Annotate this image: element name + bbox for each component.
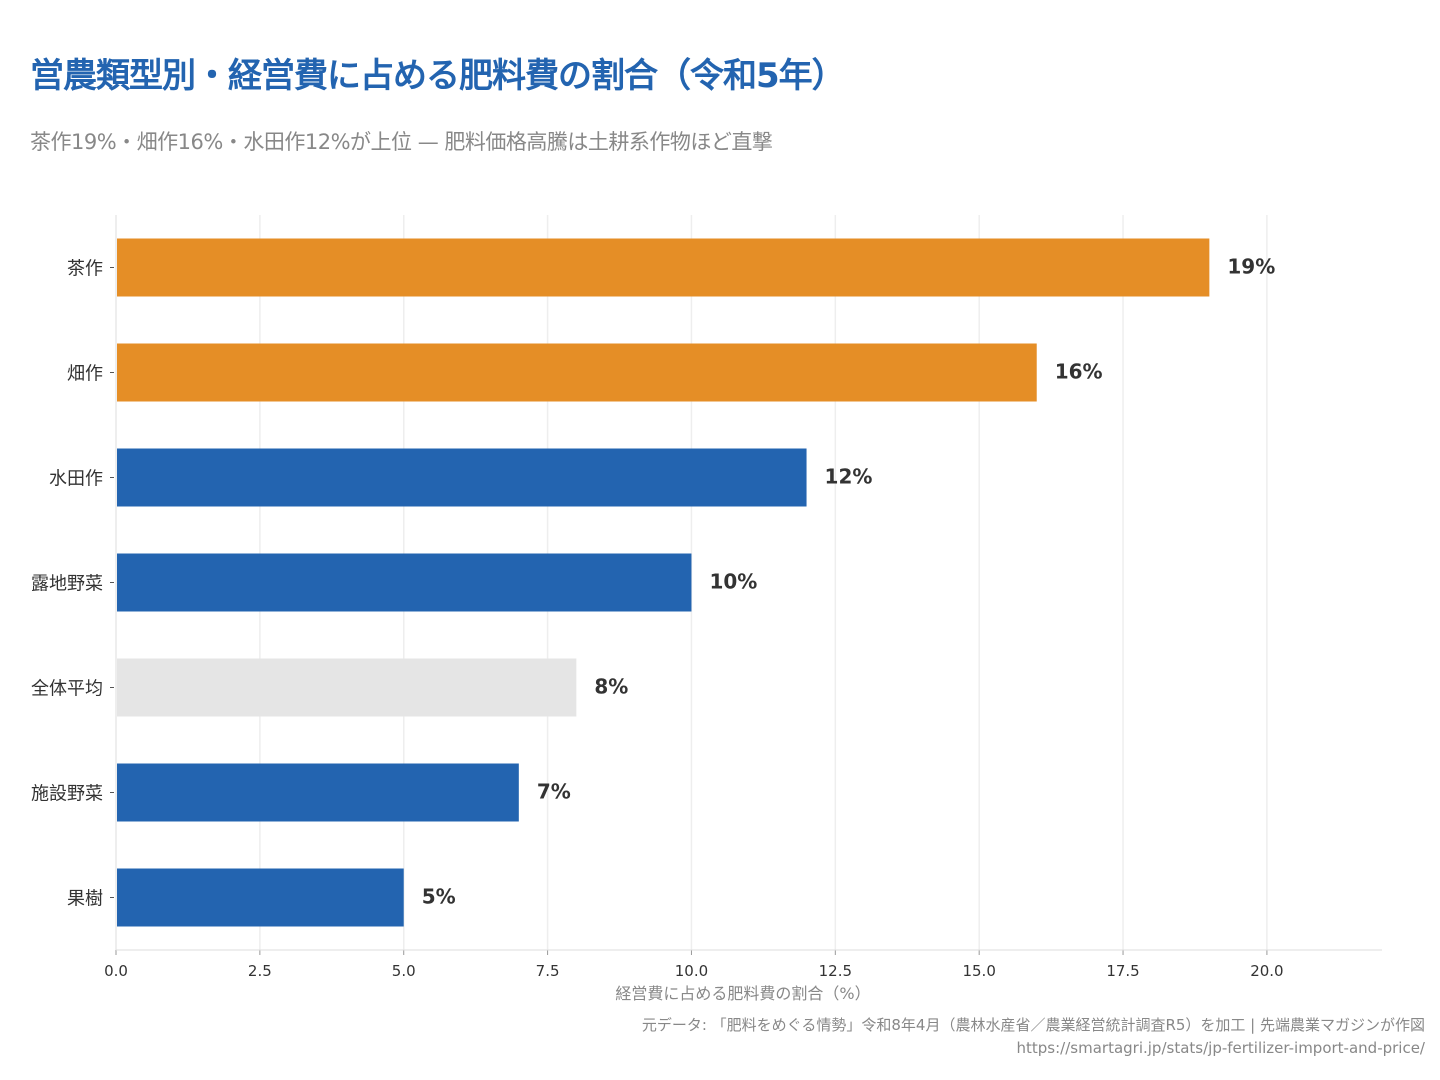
data-label: 16% bbox=[1055, 360, 1103, 384]
y-tick-label: 畑作 bbox=[67, 364, 103, 385]
x-tick-label: 15.0 bbox=[962, 962, 995, 980]
x-tick-label: 0.0 bbox=[104, 962, 128, 980]
data-label: 5% bbox=[422, 885, 456, 909]
x-axis-label: 経営費に占める肥料費の割合（%） bbox=[615, 984, 870, 1003]
data-label: 19% bbox=[1227, 255, 1275, 279]
bar bbox=[117, 448, 807, 507]
y-tick-label: 水田作 bbox=[49, 469, 103, 490]
x-tick-label: 20.0 bbox=[1250, 962, 1283, 980]
y-tick-label: 全体平均 bbox=[31, 679, 103, 700]
y-tick-label: 茶作 bbox=[67, 259, 103, 280]
chart-subtitle: 茶作19%・畑作16%・水田作12%が上位 — 肥料価格高騰は土耕系作物ほど直撃 bbox=[30, 130, 773, 154]
data-label: 10% bbox=[709, 570, 757, 594]
y-tick-label: 施設野菜 bbox=[31, 784, 103, 805]
source-url[interactable]: https://smartagri.jp/stats/jp-fertilizer… bbox=[1016, 1039, 1425, 1057]
data-label: 8% bbox=[594, 675, 628, 699]
chart-title: 営農類型別・経営費に占める肥料費の割合（令和5年） bbox=[30, 56, 846, 96]
data-label: 7% bbox=[537, 780, 571, 804]
y-tick-label: 露地野菜 bbox=[31, 574, 103, 595]
source-note: 元データ: 「肥料をめぐる情勢」令和8年4月（農林水産省／農業経営統計調査R5）… bbox=[641, 1016, 1425, 1034]
x-tick-label: 7.5 bbox=[536, 962, 560, 980]
bar bbox=[117, 343, 1037, 402]
x-tick-label: 12.5 bbox=[819, 962, 852, 980]
bar bbox=[117, 553, 692, 612]
x-tick-label: 5.0 bbox=[392, 962, 416, 980]
x-tick-label: 10.0 bbox=[675, 962, 708, 980]
data-label: 12% bbox=[825, 465, 873, 489]
bar bbox=[117, 238, 1210, 297]
bar bbox=[117, 763, 519, 822]
x-tick-label: 2.5 bbox=[248, 962, 272, 980]
bar bbox=[117, 658, 577, 717]
bar bbox=[117, 868, 404, 927]
y-tick-label: 果樹 bbox=[67, 889, 103, 910]
x-tick-label: 17.5 bbox=[1106, 962, 1139, 980]
